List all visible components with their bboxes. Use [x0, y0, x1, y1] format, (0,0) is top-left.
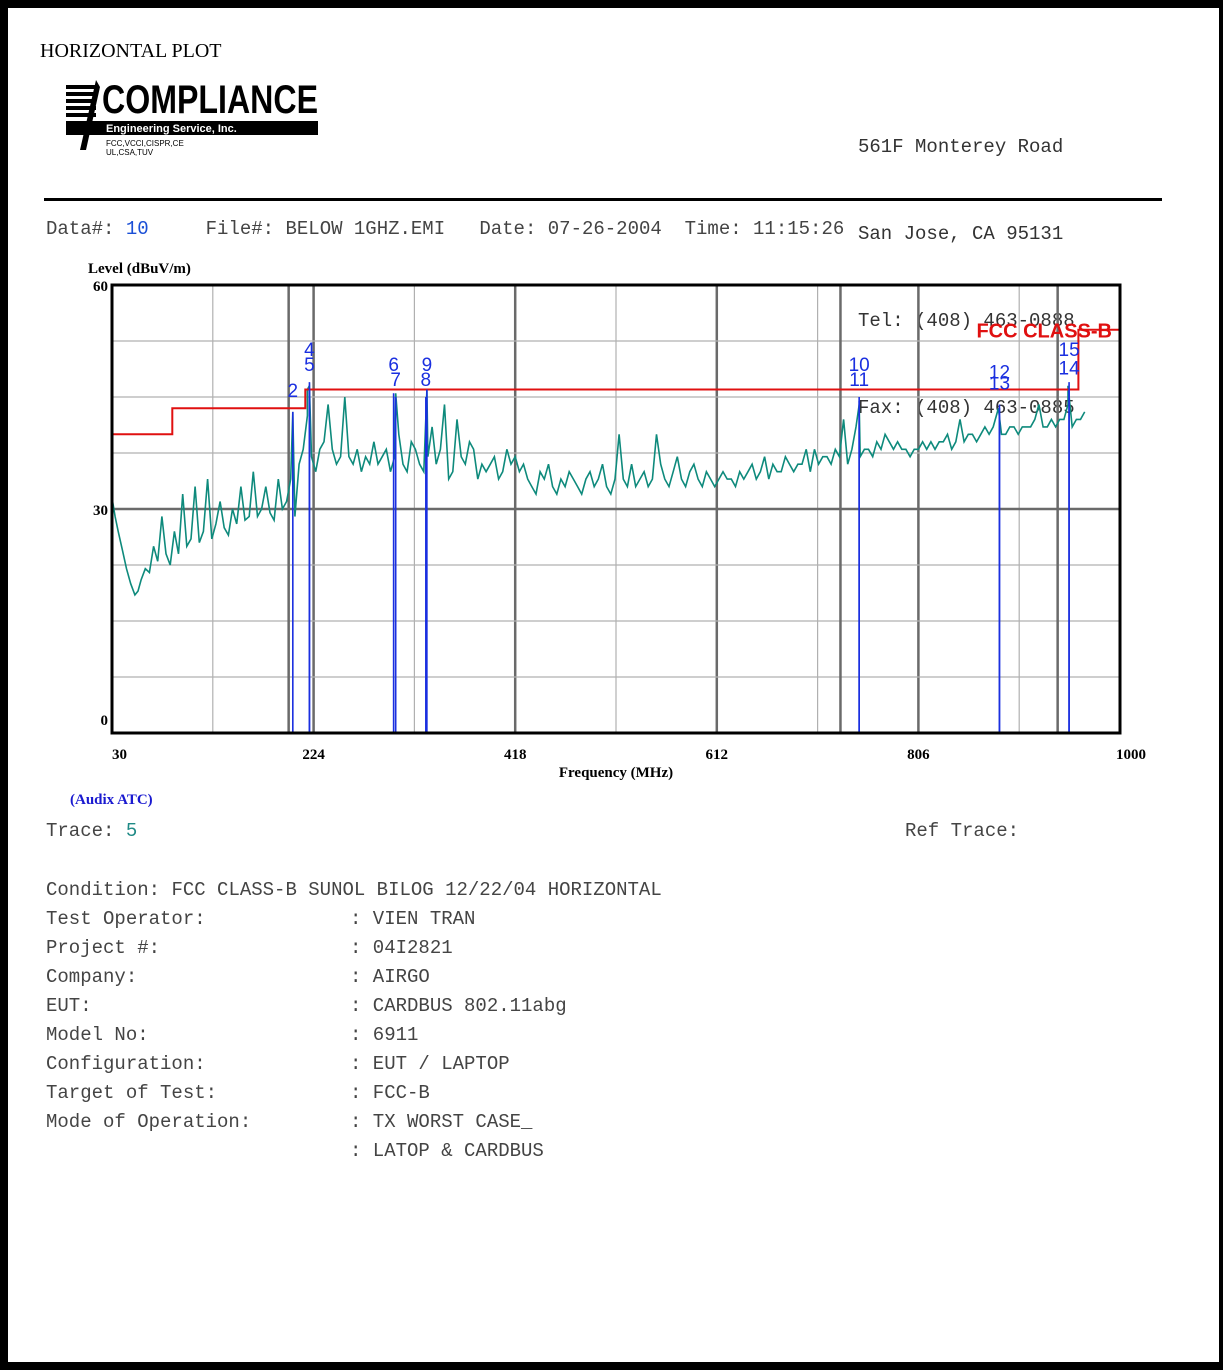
- fcc-limit-line: [112, 328, 1120, 436]
- file-label: File#:: [205, 218, 275, 240]
- condition-value: : 04I2821: [350, 937, 453, 959]
- data-value: 10: [125, 218, 149, 240]
- time-value: 11:15:26: [753, 218, 845, 240]
- marker-label-6: 6: [388, 355, 399, 376]
- logo-subtext: Engineering Service, Inc.: [106, 123, 237, 135]
- date-value: 07-26-2004: [547, 218, 662, 240]
- marker-label-2: 2: [288, 381, 299, 402]
- condition-row: Model No: : 6911: [46, 1021, 662, 1050]
- address-line: Tel: (408) 463-0888: [858, 310, 1075, 332]
- condition-value: : VIEN TRAN: [350, 908, 476, 930]
- condition-row: Condition: FCC CLASS-B SUNOL BILOG 12/22…: [46, 876, 662, 905]
- x-tick-label: 418: [504, 747, 527, 763]
- condition-row: Company: : AIRGO: [46, 963, 662, 992]
- info-bar: Data#: 10 File#: BELOW 1GHZ.EMI Date: 07…: [46, 218, 844, 240]
- trace-label: Trace:: [46, 820, 115, 842]
- address-line: San Jose, CA 95131: [858, 223, 1064, 245]
- logo-small-2: UL,CSA,TUV: [106, 148, 154, 157]
- date-label: Date:: [479, 218, 537, 240]
- condition-value: FCC CLASS-B SUNOL BILOG 12/22/04 HORIZON…: [171, 879, 662, 901]
- file-value: BELOW 1GHZ.EMI: [285, 218, 446, 240]
- condition-row: Configuration: : EUT / LAPTOP: [46, 1050, 662, 1079]
- condition-row: : LATOP & CARDBUS: [46, 1137, 662, 1166]
- condition-value: : CARDBUS 802.11abg: [350, 995, 567, 1017]
- y-tick-label: 0: [101, 713, 109, 729]
- plot-heading: HORIZONTAL PLOT: [40, 40, 222, 62]
- condition-key: Target of Test:: [46, 1082, 218, 1104]
- condition-value: : FCC-B: [350, 1082, 430, 1104]
- x-tick-label: 1000: [1116, 747, 1146, 763]
- marker-label-15: 15: [1059, 340, 1080, 361]
- y-tick-label: 60: [93, 279, 108, 295]
- conditions-block: Condition: FCC CLASS-B SUNOL BILOG 12/22…: [46, 876, 662, 1166]
- trace-value: 5: [125, 820, 138, 842]
- marker-label-11: 11: [849, 370, 869, 391]
- data-label: Data#:: [46, 218, 115, 240]
- condition-value: : LATOP & CARDBUS: [350, 1140, 544, 1162]
- address-line: 561F Monterey Road: [858, 136, 1064, 158]
- emission-trace-line: [111, 382, 1086, 597]
- marker-label-13: 13: [989, 374, 1010, 395]
- y-tick-label: 30: [93, 503, 108, 519]
- condition-key: Configuration:: [46, 1053, 206, 1075]
- plot-border: [110, 283, 1122, 735]
- x-tick-label: 612: [706, 747, 729, 763]
- y-axis-label: Level (dBuV/m): [88, 261, 191, 277]
- time-label: Time:: [684, 218, 742, 240]
- condition-row: Test Operator: : VIEN TRAN: [46, 905, 662, 934]
- compliance-logo: COMPLIANCE Engineering Service, Inc. FCC…: [66, 78, 318, 157]
- condition-key: Test Operator:: [46, 908, 206, 930]
- x-tick-label: 806: [907, 747, 930, 763]
- address-line: Fax: (408) 463-0885: [858, 397, 1075, 419]
- marker-label-8: 8: [421, 370, 432, 391]
- condition-key: EUT:: [46, 995, 92, 1017]
- condition-key: Company:: [46, 966, 138, 988]
- marker-label-5: 5: [304, 355, 315, 376]
- logo-emblem-icon: [66, 80, 100, 150]
- condition-value: : 6911: [350, 1024, 419, 1046]
- condition-key: Condition:: [46, 879, 161, 901]
- logo-text: COMPLIANCE: [102, 78, 318, 122]
- marker-label-7: 7: [390, 370, 401, 391]
- marker-label-10: 10: [849, 355, 870, 376]
- audix-label: (Audix ATC): [70, 792, 153, 808]
- ref-trace-label: Ref Trace:: [905, 820, 1020, 842]
- x-axis-label: Frequency (MHz): [559, 765, 673, 781]
- condition-key: Model No:: [46, 1024, 149, 1046]
- condition-row: Mode of Operation: : TX WORST CASE_: [46, 1108, 662, 1137]
- marker-label-4: 4: [304, 340, 315, 361]
- condition-row: EUT: : CARDBUS 802.11abg: [46, 992, 662, 1021]
- limit-label: FCC CLASS-B: [976, 320, 1112, 342]
- condition-value: : AIRGO: [350, 966, 430, 988]
- header-divider: [44, 198, 1162, 201]
- marker-label-12: 12: [989, 362, 1010, 383]
- condition-key: Mode of Operation:: [46, 1111, 252, 1133]
- marker-label-9: 9: [422, 355, 433, 376]
- condition-value: : EUT / LAPTOP: [350, 1053, 510, 1075]
- x-tick-label: 224: [302, 747, 325, 763]
- x-tick-label: 30: [112, 747, 127, 763]
- condition-key: Project #:: [46, 937, 161, 959]
- marker-label-14: 14: [1059, 359, 1081, 380]
- logo-small-1: FCC,VCCI,CISPR,CE: [106, 139, 184, 148]
- address-block: 561F Monterey Road San Jose, CA 95131 Te…: [858, 75, 1075, 452]
- condition-value: : TX WORST CASE_: [350, 1111, 533, 1133]
- condition-row: Project #: : 04I2821: [46, 934, 662, 963]
- condition-key: [46, 1137, 350, 1166]
- condition-row: Target of Test: : FCC-B: [46, 1079, 662, 1108]
- trace-info: Trace: 5: [46, 820, 137, 842]
